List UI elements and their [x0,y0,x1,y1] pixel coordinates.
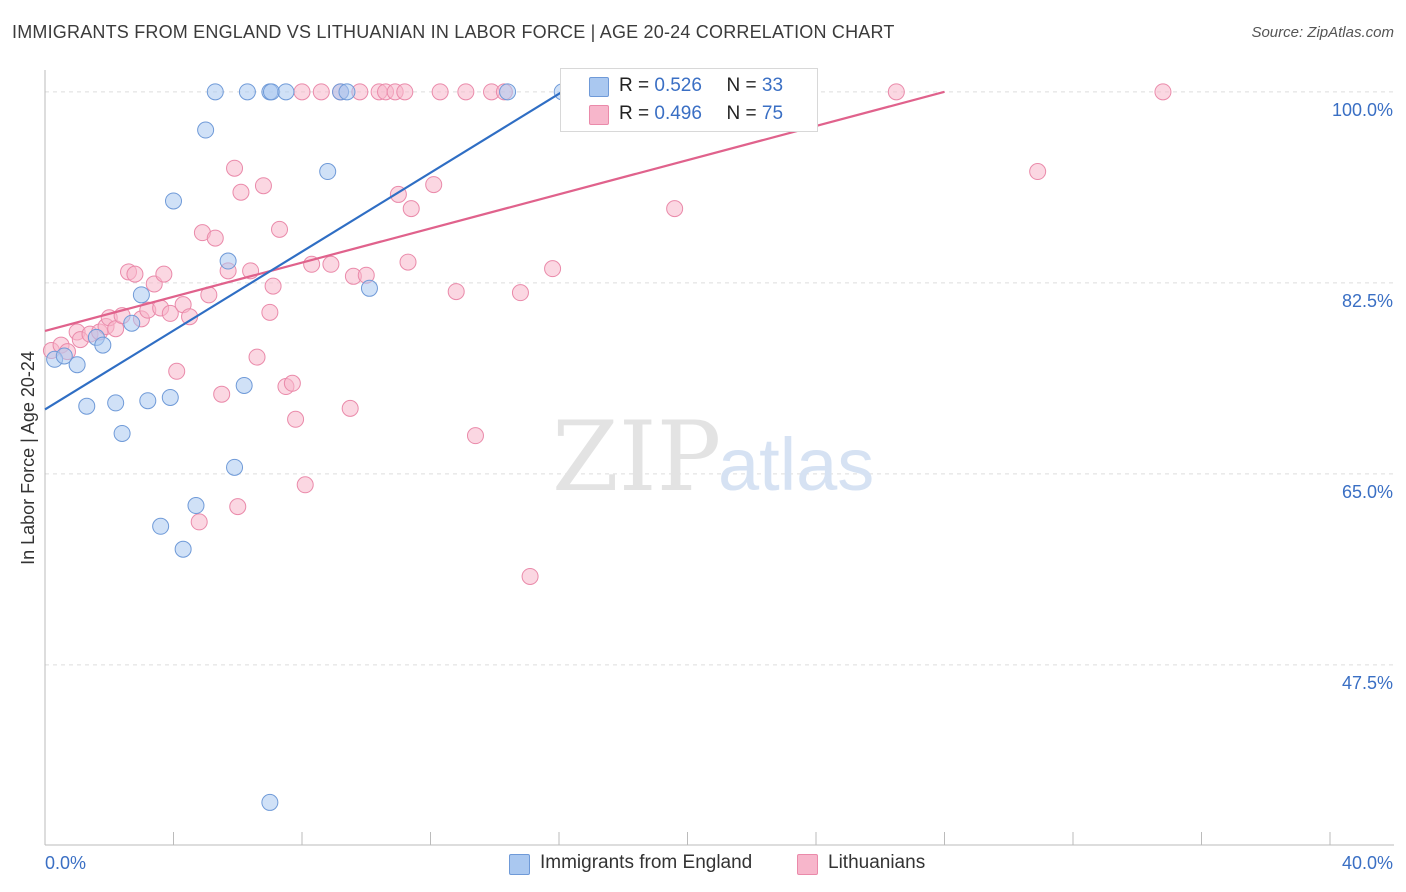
lithuanian-swatch [589,105,609,125]
england-point [94,336,112,354]
england-point [55,347,73,365]
lithuanian-point [271,220,289,238]
england-point [107,394,125,412]
england-r-label: R = [619,75,650,96]
england-legend-label: Immigrants from England [540,852,753,873]
lithuanian-point [402,200,420,218]
england-point [139,392,157,410]
lithuanian-point [283,374,301,392]
y-tick-label: 65.0% [1342,482,1393,502]
england-point [238,83,256,101]
lithuanian-point [399,253,417,271]
lithuanian-stats-row: R = 0.496 N = 75 [619,103,783,125]
england-point [262,83,280,101]
lithuanian-point [155,265,173,283]
lithuanian-point [425,176,443,194]
y-tick-label: 100.0% [1332,100,1393,120]
england-point [113,424,131,442]
lithuanian-point [341,399,359,417]
y-tick-label: 47.5% [1342,673,1393,693]
england-points [46,83,709,811]
england-point [235,376,253,394]
england-point [174,540,192,558]
lithuanian-point [226,159,244,177]
england-point [123,314,141,332]
england-point [226,458,244,476]
england-r-value: 0.526 [654,75,702,96]
lithuanian-n-label: N = [726,103,757,124]
x-tick-label: 40.0% [1342,853,1393,873]
trend-lines [44,90,945,411]
england-point [261,793,279,811]
lithuanian-point [261,303,279,321]
chart-source: Source: ZipAtlas.com [1251,24,1394,41]
lithuanian-point [396,83,414,101]
england-stats-row: R = 0.526 N = 33 [619,75,783,97]
watermark-atlas: atlas [718,423,874,506]
england-n-value: 33 [761,75,784,96]
england-point [319,163,337,181]
lithuanian-point [447,283,465,301]
lithuanian-point [213,385,231,403]
england-point [132,286,150,304]
england-point [165,192,182,210]
lithuanian-point [161,304,179,322]
england-point [197,121,215,139]
lithuanian-point [293,83,311,101]
lithuanian-legend-label: Lithuanians [828,852,926,873]
y-tick-label: 82.5% [1342,291,1393,311]
lithuanian-point [466,427,484,445]
lithuanian-legend-swatch [797,854,818,875]
england-point [277,83,295,101]
lithuanian-point [126,265,144,283]
lithuanian-point [1154,83,1172,101]
lithuanian-point [190,513,208,531]
lithuanian-point [248,348,266,366]
england-point [206,83,224,101]
england-point [219,252,237,270]
england-trend-line [44,90,563,411]
lithuanian-point [296,476,314,494]
lithuanian-point [168,362,186,380]
england-point [187,497,205,515]
watermark: ZIP atlas [552,401,874,513]
england-point [161,388,179,406]
lithuanian-point [511,284,529,302]
lithuanian-point [431,83,449,101]
lithuanian-point [264,277,282,295]
lithuanian-point [666,200,684,218]
england-n-label: N = [726,75,757,96]
lithuanian-point [312,83,330,101]
lithuanian-point [229,498,247,516]
chart-title: IMMIGRANTS FROM ENGLAND VS LITHUANIAN IN… [12,22,895,42]
lithuanian-r-value: 0.496 [654,103,702,124]
x-tick-label: 0.0% [45,853,86,873]
lithuanian-point [254,177,272,195]
lithuanian-r-label: R = [619,103,650,124]
lithuanian-point [232,183,250,201]
lithuanian-point [521,567,539,585]
lithuanian-n-value: 75 [761,103,784,124]
lithuanian-point [322,255,340,273]
england-point [68,356,86,374]
axes [44,70,1394,846]
england-swatch [589,77,609,97]
england-point [78,397,96,415]
lithuanian-point [1029,163,1047,181]
lithuanian-point [206,229,224,247]
tick-labels: 47.5% 65.0% 82.5% 100.0% 0.0% 40.0% [45,100,1393,873]
england-point [360,279,378,297]
lithuanian-point [887,83,905,101]
england-point [152,517,170,535]
england-point [499,83,517,101]
y-axis-label: In Labor Force | Age 20-24 [18,351,38,565]
england-legend-swatch [509,854,530,875]
watermark-zip: ZIP [552,401,721,513]
england-point [338,83,356,101]
lithuanian-point [457,83,475,101]
lithuanian-point [544,260,562,278]
stats-legend: R = 0.526 N = 33 R = 0.496 N = 75 [560,68,818,132]
lithuanian-point [287,410,305,428]
